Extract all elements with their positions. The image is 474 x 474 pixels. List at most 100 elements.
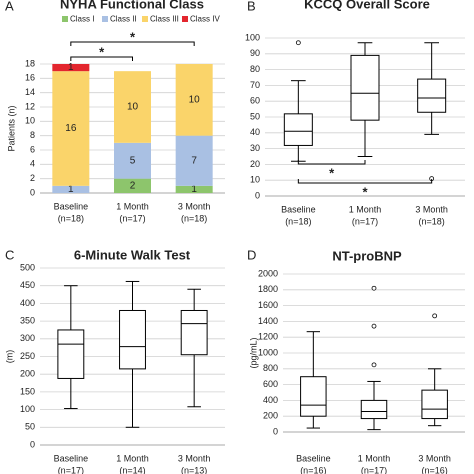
bar-segment [175,185,213,193]
y-tick-label: 1200 [258,332,278,342]
box [283,113,313,146]
x-tick-label: (n=16) [300,465,326,474]
legend-label: Class I [70,15,94,24]
legend-swatch [182,16,188,22]
annotation: * [362,184,368,199]
y-tick-label: 70 [250,80,260,90]
x-tick-label: (n=16) [422,465,448,474]
y-tick-label: 1000 [258,347,278,357]
y-tick-label: 1600 [258,300,278,310]
y-tick-label: 14 [25,87,35,97]
y-tick-label: 18 [25,58,35,68]
x-tick-label: 3 Month [178,453,211,463]
x-tick-label: (n=17) [352,216,378,226]
x-tick-label: 1 Month [116,453,149,463]
y-tick-label: 0 [30,187,35,197]
y-tick-label: 200 [263,411,278,421]
y-tick-label: 150 [20,386,35,396]
x-tick-label: (n=18) [419,216,445,226]
annotation: * [329,165,335,180]
y-tick-label: 50 [25,422,35,432]
bar-segment [114,178,151,193]
outlier [432,313,438,319]
y-tick-label: 90 [250,48,260,58]
significance-bracket [297,160,366,165]
x-tick-label: (n=18) [181,213,207,223]
panel-letter: C [5,247,14,262]
y-tick-label: 1800 [258,284,278,294]
chart-title: NT-proBNP [332,248,402,263]
y-tick-label: 600 [263,379,278,389]
data-label: 16 [65,123,77,134]
y-axis-label: Patients (n) [6,105,16,151]
panel-letter: B [247,0,256,13]
outlier [371,285,377,291]
significance-bracket [297,179,433,184]
bar-segment [114,71,151,143]
chart-title: KCCQ Overall Score [304,0,430,11]
y-tick-label: 500 [20,262,35,272]
x-tick-label: 1 Month [358,453,391,463]
y-tick-label: 40 [250,127,260,137]
y-tick-label: 30 [250,143,260,153]
y-axis-label: (m) [4,350,14,364]
data-label: 5 [130,155,136,166]
y-tick-label: 200 [20,369,35,379]
y-tick-label: 400 [20,298,35,308]
data-label: 1 [68,184,74,195]
significance-bracket [70,56,133,61]
y-tick-label: 10 [250,175,260,185]
y-tick-label: 60 [250,96,260,106]
y-tick-label: 1400 [258,316,278,326]
x-tick-label: 1 Month [116,201,149,211]
legend-swatch [62,16,68,22]
bar-segment [175,64,213,136]
y-tick-label: 250 [20,351,35,361]
y-tick-label: 8 [30,130,35,140]
panel-letter: D [247,247,256,262]
data-label: 7 [191,155,197,166]
x-tick-label: (n=17) [58,465,84,474]
legend-swatch [102,16,108,22]
y-tick-label: 2000 [258,268,278,278]
data-label: 10 [127,102,139,113]
box [57,329,85,379]
box [180,309,208,356]
y-axis-label: (pg/mL) [248,337,258,368]
x-tick-label: (n=17) [119,213,145,223]
x-tick-label: Baseline [281,204,316,214]
y-tick-label: 4 [30,159,35,169]
data-label: 2 [130,180,136,191]
x-tick-label: (n=18) [58,213,84,223]
y-tick-label: 800 [263,363,278,373]
x-tick-label: Baseline [54,453,89,463]
y-tick-label: 20 [250,159,260,169]
x-tick-label: (n=13) [181,465,207,474]
data-label: 1 [191,184,197,195]
y-tick-label: 10 [25,116,35,126]
outlier [371,362,377,368]
box [119,309,146,370]
chart-title: NYHA Functional Class [60,0,204,11]
y-tick-label: 400 [263,395,278,405]
x-tick-label: Baseline [296,453,331,463]
y-tick-label: 0 [255,190,260,200]
legend-label: Class IV [190,15,220,24]
x-tick-label: (n=14) [119,465,145,474]
chart-title: 6-Minute Walk Test [74,247,191,262]
x-tick-label: 3 Month [415,204,448,214]
box [421,389,448,420]
data-label: 10 [189,94,201,105]
y-tick-label: 80 [250,64,260,74]
y-tick-label: 0 [273,426,278,436]
annotation: * [99,44,105,59]
bar-segment [52,185,90,193]
box [300,376,327,417]
y-tick-label: 350 [20,315,35,325]
bar-segment [175,135,213,186]
y-tick-label: 100 [245,32,260,42]
box [360,399,388,420]
outlier [371,323,377,329]
x-tick-label: (n=17) [361,465,387,474]
x-tick-label: (n=18) [285,216,311,226]
